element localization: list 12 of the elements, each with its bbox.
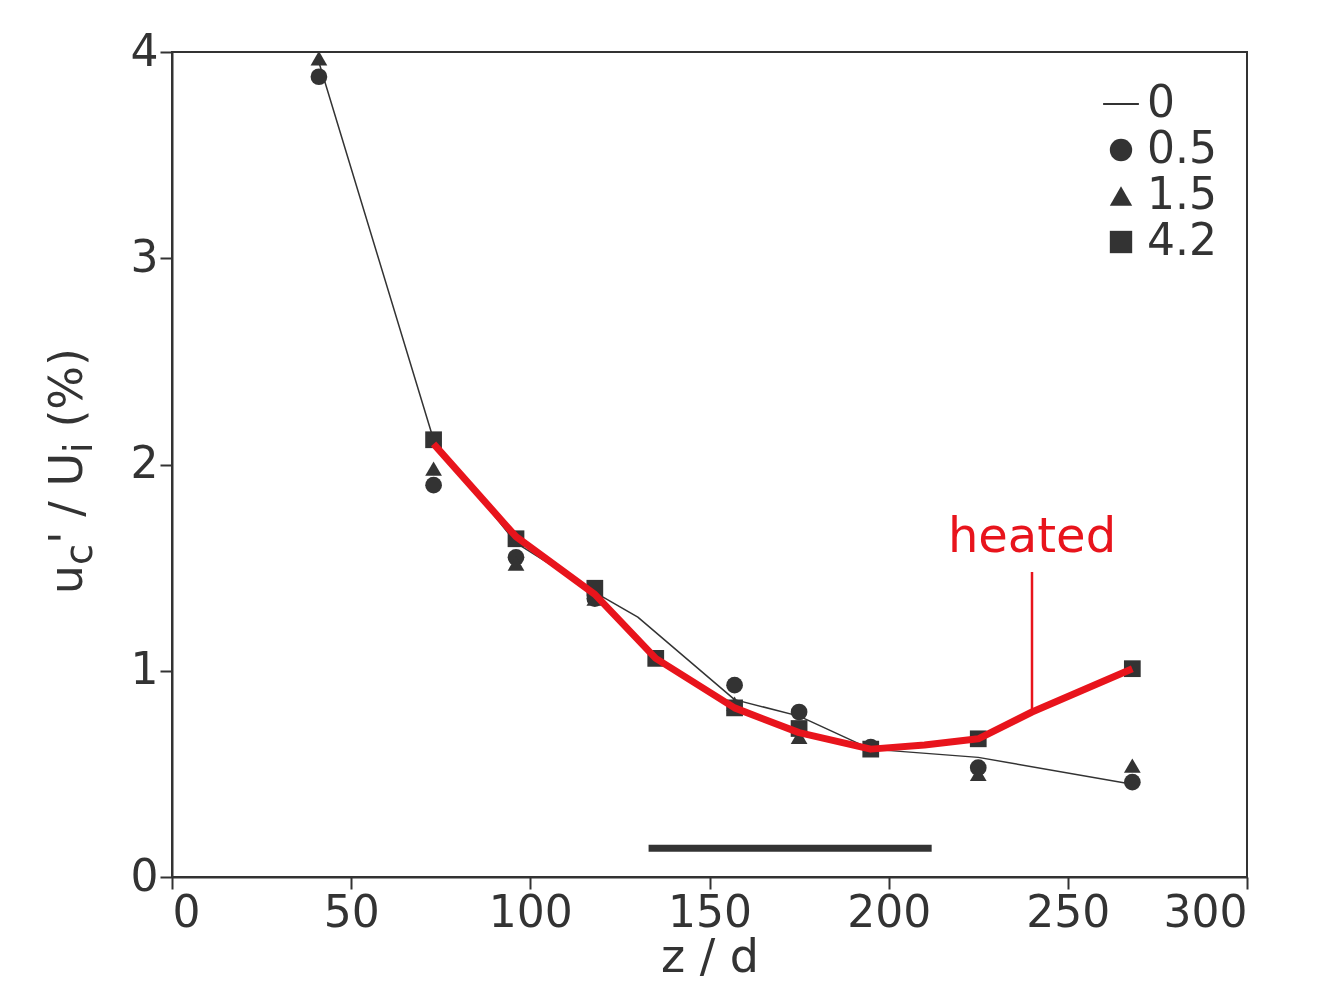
y-tick-label: 4 <box>130 24 159 76</box>
y-tick-label: 3 <box>130 230 159 282</box>
x-tick-label: 50 <box>323 885 380 937</box>
y-tick-label: 1 <box>130 643 159 695</box>
y-tick-label: 0 <box>130 849 159 901</box>
x-tick-label: 200 <box>847 885 932 937</box>
x-tick-label: 0 <box>172 885 201 937</box>
annotation: heated <box>947 507 1117 563</box>
y-tick-label: 2 <box>130 437 159 488</box>
x-tick-label: 300 <box>1163 885 1248 937</box>
x-tick-label: 250 <box>1026 885 1111 937</box>
x-tick-label: 100 <box>488 885 573 937</box>
